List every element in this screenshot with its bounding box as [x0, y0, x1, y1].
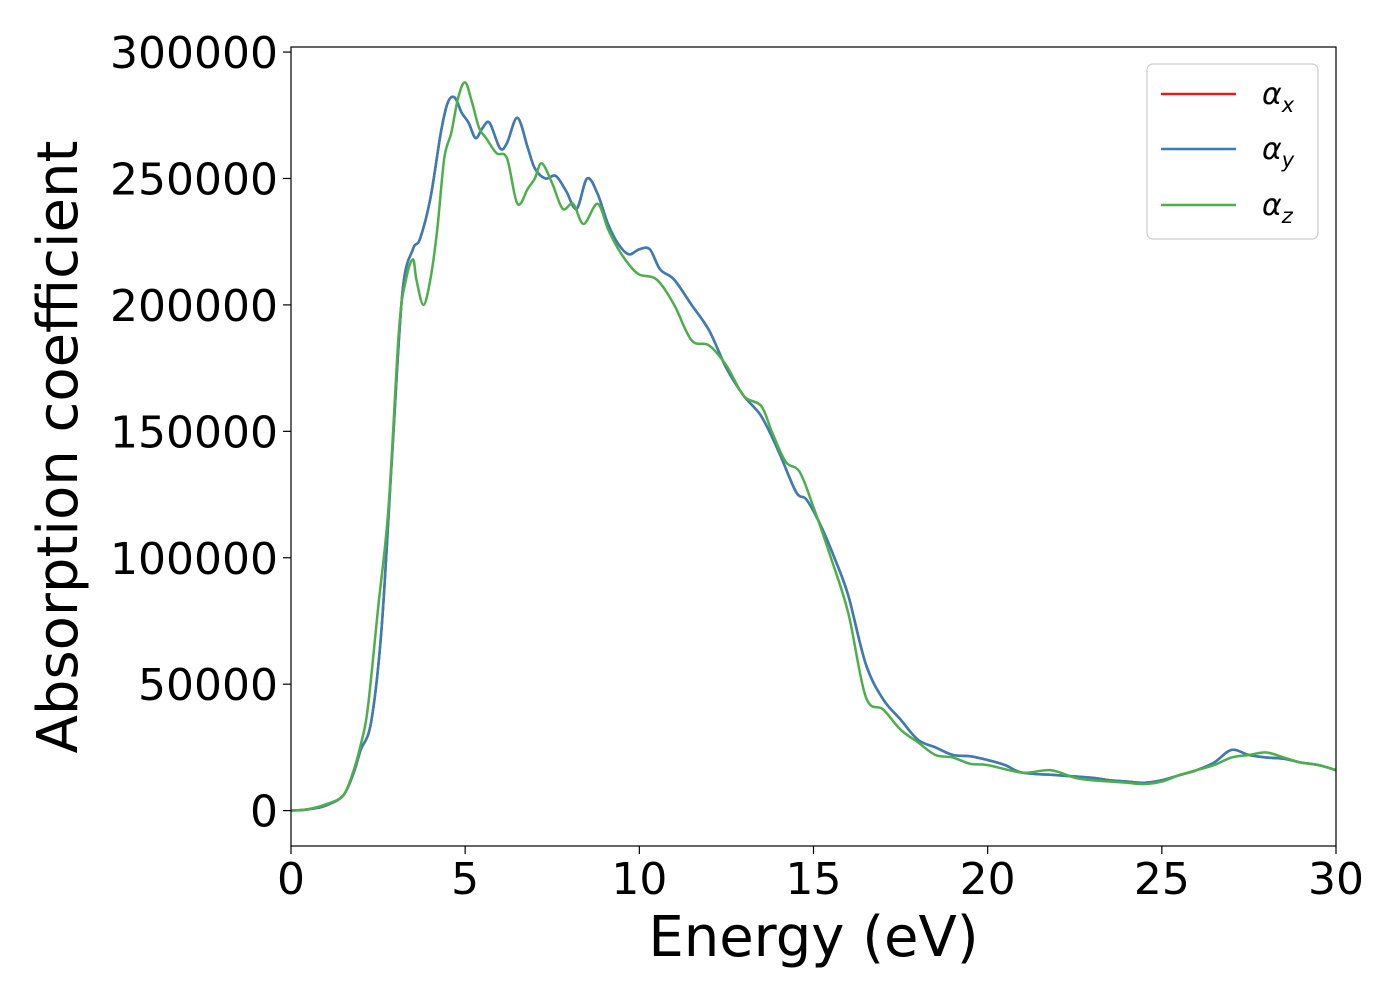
y-tick-label: 300000	[110, 28, 278, 79]
y-tick-label: 150000	[110, 407, 278, 458]
y-tick-label: 50000	[138, 660, 278, 711]
y-tick-label: 250000	[110, 154, 278, 205]
y-tick-label: 200000	[110, 281, 278, 332]
x-tick-label: 15	[786, 854, 842, 905]
legend-box	[1146, 63, 1319, 240]
series-layer	[291, 81, 1336, 812]
x-tick-label: 10	[611, 854, 667, 905]
series-line-z	[291, 81, 1336, 812]
x-tick-label: 0	[277, 854, 305, 905]
y-tick-label: 0	[250, 787, 278, 838]
x-axis-label: Energy (eV)	[648, 905, 978, 970]
x-tick-label: 30	[1308, 854, 1364, 905]
y-tick-label: 100000	[110, 534, 278, 585]
x-tick-label: 25	[1134, 854, 1190, 905]
x-tick-label: 5	[451, 854, 479, 905]
y-axis-label: Absorption coefficient	[26, 141, 91, 754]
x-tick-label: 20	[960, 854, 1016, 905]
tick-layer: 0 5 10 15 20 25 30 0 50000 100000 150000 200000 2500…	[110, 28, 1364, 905]
